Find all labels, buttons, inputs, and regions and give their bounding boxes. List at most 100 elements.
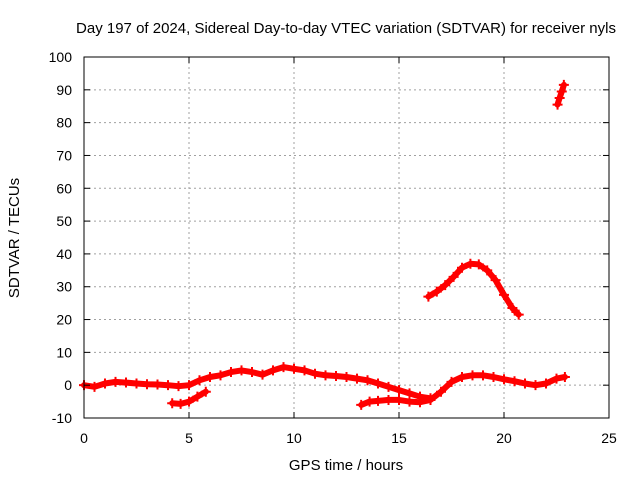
data-point [192, 391, 203, 402]
data-point [299, 365, 310, 376]
axis-ticks: 0 5 10 15 20 25 -10 0 10 20 30 40 50 60 70 80 90 100 [49, 49, 617, 446]
grid [84, 57, 609, 418]
data-point [488, 371, 499, 382]
data-point [499, 374, 509, 385]
y-axis-label: SDTVAR / TECUs [6, 178, 23, 298]
data-point [513, 309, 524, 320]
data-point [541, 378, 551, 389]
data-point [394, 385, 404, 396]
y-tick-label: -10 [52, 410, 72, 426]
series-track-4 [423, 258, 524, 320]
data-point [509, 376, 520, 387]
data-point [478, 370, 488, 381]
data-point [465, 258, 476, 269]
y-tick-label: 80 [56, 115, 72, 131]
x-tick-label: 25 [601, 430, 617, 446]
data-point [110, 376, 121, 387]
data-point [440, 280, 451, 291]
data-point [373, 378, 383, 389]
data-point [194, 375, 205, 386]
y-tick-label: 30 [56, 279, 72, 295]
series-line [81, 364, 434, 402]
data-point [499, 289, 509, 300]
y-tick-label: 70 [56, 147, 72, 163]
data-point [215, 370, 226, 381]
data-point [383, 381, 394, 392]
x-tick-label: 5 [185, 430, 193, 446]
data-point [205, 371, 215, 382]
data-point [551, 373, 562, 384]
data-point [457, 262, 467, 273]
data-point [423, 291, 434, 302]
x-axis-label: GPS time / hours [289, 457, 403, 474]
data-point [446, 376, 457, 387]
data-point [167, 398, 178, 409]
y-tick-label: 60 [56, 180, 72, 196]
data-point [425, 394, 436, 405]
data-point [415, 397, 425, 408]
data-point [184, 380, 194, 391]
y-tick-label: 50 [56, 213, 72, 229]
data-point [257, 369, 268, 380]
data-point [373, 395, 383, 406]
data-point [175, 398, 186, 409]
x-tick-label: 0 [80, 430, 88, 446]
data-point [226, 367, 236, 378]
data-series [79, 79, 570, 410]
data-point [431, 286, 442, 297]
data-point [473, 259, 484, 270]
data-point [404, 396, 415, 407]
x-tick-label: 10 [286, 430, 302, 446]
data-point [320, 370, 331, 381]
plot-frame [83, 56, 610, 419]
chart-title: Day 197 of 2024, Sidereal Day-to-day VTE… [76, 20, 616, 37]
data-point [131, 378, 142, 389]
data-point [310, 368, 320, 379]
data-point [289, 363, 299, 374]
data-point [364, 396, 375, 407]
series-track-5 [552, 79, 569, 110]
data-point [530, 380, 541, 391]
series-track-1 [79, 362, 436, 404]
data-point [278, 362, 289, 373]
data-point [200, 386, 211, 397]
data-point [467, 370, 478, 381]
data-point [356, 399, 367, 410]
x-tick-label: 20 [496, 430, 512, 446]
data-point [482, 265, 493, 276]
series-track-2 [167, 386, 211, 409]
data-point [559, 371, 570, 382]
y-tick-label: 20 [56, 312, 72, 328]
data-point [383, 394, 394, 405]
data-point [457, 371, 467, 382]
data-point [341, 371, 352, 382]
data-point [556, 86, 567, 97]
data-point [184, 396, 194, 407]
data-point [247, 367, 257, 378]
data-point [121, 377, 131, 388]
data-point [448, 271, 459, 282]
data-point [142, 379, 152, 390]
data-point [394, 394, 404, 405]
y-tick-label: 100 [49, 49, 73, 65]
data-point [558, 79, 569, 90]
data-point [89, 381, 100, 392]
y-tick-label: 0 [64, 377, 72, 393]
data-point [436, 386, 446, 397]
data-point [362, 375, 373, 386]
data-point [163, 380, 173, 391]
series-track-3 [356, 370, 570, 410]
data-point [507, 303, 518, 314]
data-point [152, 379, 163, 390]
data-point [554, 93, 565, 104]
data-point [173, 381, 184, 392]
data-point [520, 378, 530, 389]
data-point [490, 275, 501, 286]
data-point [352, 373, 362, 384]
data-point [552, 99, 563, 110]
y-tick-label: 40 [56, 246, 72, 262]
y-tick-label: 10 [56, 344, 72, 360]
data-point [236, 365, 247, 376]
data-point [100, 378, 110, 389]
